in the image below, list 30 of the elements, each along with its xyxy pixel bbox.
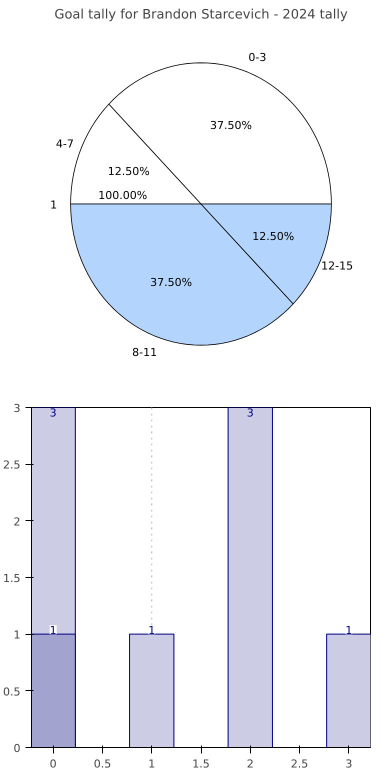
y-tick-label: 1 xyxy=(14,628,20,642)
slice-label: 12-15 xyxy=(321,260,354,273)
y-tick-label: 1.5 xyxy=(3,572,21,585)
y-tick-label: 0.5 xyxy=(3,685,21,698)
x-tick-label: 0 xyxy=(50,758,57,770)
x-tick-label: 1.5 xyxy=(192,758,210,770)
data-label: 37.50% xyxy=(150,276,192,289)
text: 1 xyxy=(50,198,58,212)
data-label: 1 xyxy=(345,624,352,638)
x-tick-label: 2.5 xyxy=(290,758,308,770)
y-tick-label: 0 xyxy=(14,742,20,755)
y-tick-label: 3 xyxy=(14,402,20,415)
x-tick-label: 3 xyxy=(345,758,352,770)
data-label: 12.50% xyxy=(252,230,294,243)
slice-label: 8-11 xyxy=(132,346,158,359)
y-tick-label: 2.5 xyxy=(3,458,21,472)
data-label: 12.50% xyxy=(108,165,150,178)
x-tick-label: 1 xyxy=(148,758,156,770)
x-tick-label: 0.5 xyxy=(94,758,112,770)
chart-title: Goal tally for Brandon Starcevich - 2024 tally xyxy=(54,8,348,22)
data-label: 3 xyxy=(50,406,57,420)
x-tick-label: 2 xyxy=(246,758,254,770)
slice-label: 4-7 xyxy=(56,137,74,150)
y-tick-label: 2 xyxy=(14,515,20,528)
data-label: 1 xyxy=(50,624,57,638)
data-label: 3 xyxy=(246,406,254,420)
slice-label: 0-3 xyxy=(248,51,266,64)
data-label: 1 xyxy=(148,624,156,638)
data-label: 37.50% xyxy=(210,119,252,132)
text: 100.00% xyxy=(98,189,148,202)
